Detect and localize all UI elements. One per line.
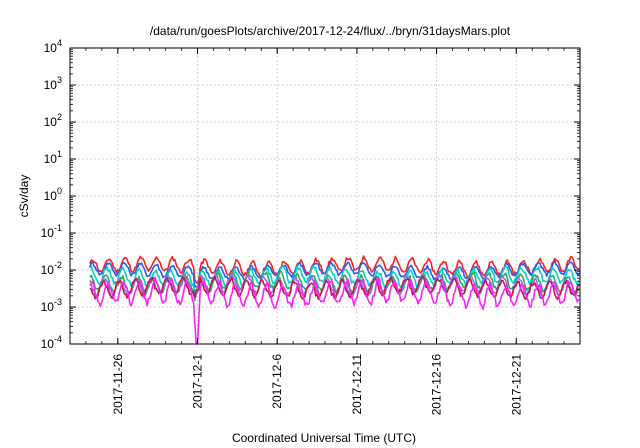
x-axis-label: Coordinated Universal Time (UTC): [232, 431, 416, 445]
x-tick-label: 2017-12-6: [270, 354, 284, 409]
x-tick-label: 2017-11-26: [111, 354, 125, 415]
series-line: [89, 276, 580, 345]
y-tick-label: 100: [44, 186, 62, 203]
series-line: [89, 264, 580, 298]
y-axis: 10-4 10-3 10-2 10-1 100 101 102 103 104: [41, 38, 580, 351]
series-line: [89, 275, 580, 301]
y-tick-label: 10-3: [41, 297, 62, 314]
y-tick-label: 102: [44, 112, 62, 129]
series-group: [89, 255, 580, 345]
x-tick-label: 2017-12-16: [430, 354, 444, 416]
chart-title: /data/run/goesPlots/archive/2017-12-24/f…: [150, 24, 511, 38]
y-tick-label: 10-4: [41, 334, 62, 351]
y-tick-label: 104: [44, 38, 62, 55]
x-tick-label: 2017-12-21: [509, 354, 523, 416]
y-tick-label: 101: [44, 149, 62, 166]
x-tick-label: 2017-12-11: [350, 354, 364, 415]
series-line: [89, 260, 580, 289]
x-axis: 2017-11-26 2017-12-1 2017-12-6 2017-12-11 20…: [69, 48, 581, 416]
y-tick-label: 103: [44, 75, 62, 92]
y-axis-label: cSv/day: [17, 175, 31, 218]
series-line: [89, 255, 580, 285]
y-tick-label: 10-2: [41, 260, 62, 277]
y-tick-label: 10-1: [41, 223, 62, 240]
x-tick-label: 2017-12-1: [191, 354, 205, 409]
